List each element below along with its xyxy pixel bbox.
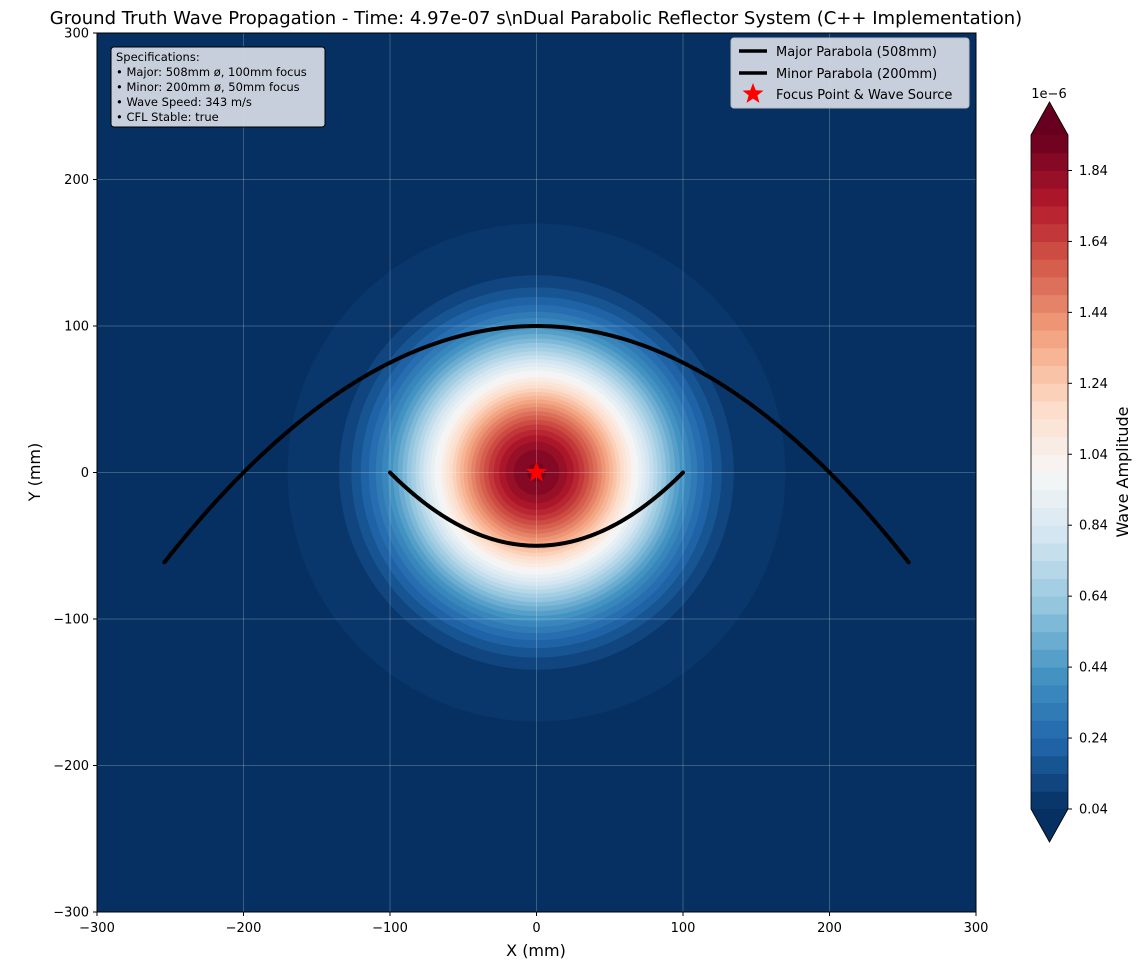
legend-label-minor: Minor Parabola (200mm) <box>776 67 937 82</box>
x-tick-label: 200 <box>817 921 842 936</box>
spec-line: • Minor: 200mm ø, 50mm focus <box>116 80 300 94</box>
x-axis: −300 −200 −100 0 100 200 300 <box>79 912 988 936</box>
legend-star-icon <box>742 83 764 103</box>
y-axis-label: Y (mm) <box>25 443 44 503</box>
colorbar-tick-label: 0.24 <box>1079 732 1108 747</box>
colorbar-tick-label: 0.04 <box>1079 803 1108 818</box>
colorbar-band <box>1031 755 1068 775</box>
y-tick-label: 0 <box>81 466 89 481</box>
colorbar-tick-label: 1.24 <box>1079 377 1108 392</box>
colorbar-band <box>1031 720 1068 739</box>
x-tick-label: −300 <box>79 921 115 936</box>
y-tick-label: −300 <box>53 906 89 921</box>
curves <box>162 323 911 565</box>
colorbar-band <box>1031 507 1068 526</box>
colorbar-band <box>1031 152 1068 171</box>
colorbar-ticks: 0.04 0.24 0.44 0.64 0.84 1.04 1.24 1.44 1.64 1.84 <box>1068 164 1108 818</box>
colorbar-band <box>1031 276 1068 296</box>
colorbar-band <box>1031 560 1068 579</box>
x-tick-label: 300 <box>964 921 989 936</box>
colorbar-band <box>1031 383 1068 402</box>
colorbar-band <box>1031 542 1068 562</box>
colorbar-band <box>1031 472 1068 491</box>
colorbar-band <box>1031 667 1068 686</box>
colorbar-label: Wave Amplitude <box>1113 407 1132 538</box>
y-tick-label: 200 <box>64 173 89 188</box>
y-tick-label: −200 <box>53 759 89 774</box>
spec-line: Specifications: <box>116 50 200 64</box>
colorbar-band <box>1031 312 1068 331</box>
specifications-box: Specifications: • Major: 508mm ø, 100mm … <box>110 46 326 128</box>
colorbar-body <box>1030 101 1069 843</box>
y-tick-label: 300 <box>64 27 89 42</box>
minor-parabola-line <box>388 470 685 548</box>
colorbar-tick-label: 1.44 <box>1079 306 1108 321</box>
colorbar-band <box>1031 241 1068 260</box>
colorbar-band <box>1031 649 1068 668</box>
colorbar-band <box>1031 596 1068 615</box>
colorbar-band <box>1031 738 1068 757</box>
colorbar-band <box>1031 223 1068 242</box>
colorbar-band <box>1031 702 1068 721</box>
colorbar-band <box>1031 418 1068 438</box>
x-tick-label: −200 <box>226 921 262 936</box>
colorbar-band <box>1031 259 1068 278</box>
colorbar-band <box>1031 401 1068 420</box>
x-axis-label: X (mm) <box>506 941 566 960</box>
y-tick-label: −100 <box>53 613 89 628</box>
y-axis: −300 −200 −100 0 100 200 300 <box>53 27 97 921</box>
colorbar: 1e−6 0.04 0.24 0.44 0.64 0.84 1.04 1.24 1.44 1.6… <box>1030 87 1132 843</box>
colorbar-tick-label: 0.84 <box>1079 519 1108 534</box>
colorbar-band <box>1031 205 1068 225</box>
colorbar-band <box>1031 791 1068 810</box>
plot-area <box>96 32 977 913</box>
colorbar-band <box>1031 454 1068 473</box>
major-parabola-line <box>162 323 911 565</box>
colorbar-tick-label: 1.64 <box>1079 235 1108 250</box>
x-tick-label: −100 <box>372 921 408 936</box>
focus-star-icon <box>526 461 547 482</box>
colorbar-tick-label: 1.84 <box>1079 164 1108 179</box>
colorbar-band <box>1031 525 1068 544</box>
colorbar-band <box>1031 170 1068 189</box>
legend-label-focus: Focus Point & Wave Source <box>776 88 952 103</box>
colorbar-band <box>1031 436 1068 455</box>
legend-swatch-star-icon <box>742 83 764 103</box>
chart-title: Ground Truth Wave Propagation - Time: 4.… <box>50 8 1022 29</box>
colorbar-band <box>1031 330 1068 349</box>
colorbar-tick-label: 1.04 <box>1079 448 1108 463</box>
spec-line: • CFL Stable: true <box>116 110 219 124</box>
y-tick-label: 100 <box>64 320 89 335</box>
legend-label-major: Major Parabola (508mm) <box>776 45 937 60</box>
colorbar-tick-label: 0.64 <box>1079 590 1108 605</box>
x-tick-label: 100 <box>671 921 696 936</box>
colorbar-band <box>1031 684 1068 704</box>
colorbar-band <box>1031 773 1068 792</box>
spec-line: • Wave Speed: 343 m/s <box>116 95 252 109</box>
colorbar-band <box>1031 578 1068 597</box>
colorbar-band <box>1031 294 1068 313</box>
wave-field <box>287 223 786 722</box>
colorbar-band <box>1031 135 1068 154</box>
colorbar-extend-top <box>1031 102 1068 135</box>
colorbar-band <box>1031 613 1068 633</box>
colorbar-tick-label: 0.44 <box>1079 661 1108 676</box>
colorbar-band <box>1031 365 1068 384</box>
colorbar-extend-bottom <box>1031 809 1068 842</box>
colorbar-band <box>1031 347 1068 367</box>
focus-marker-group <box>526 461 547 482</box>
spec-line: • Major: 508mm ø, 100mm focus <box>116 65 307 79</box>
colorbar-band <box>1031 489 1068 508</box>
colorbar-band <box>1031 188 1068 207</box>
x-tick-label: 0 <box>532 921 540 936</box>
colorbar-band <box>1031 631 1068 650</box>
colorbar-exponent: 1e−6 <box>1031 87 1066 102</box>
legend: Major Parabola (508mm) Minor Parabola (2… <box>730 37 970 109</box>
